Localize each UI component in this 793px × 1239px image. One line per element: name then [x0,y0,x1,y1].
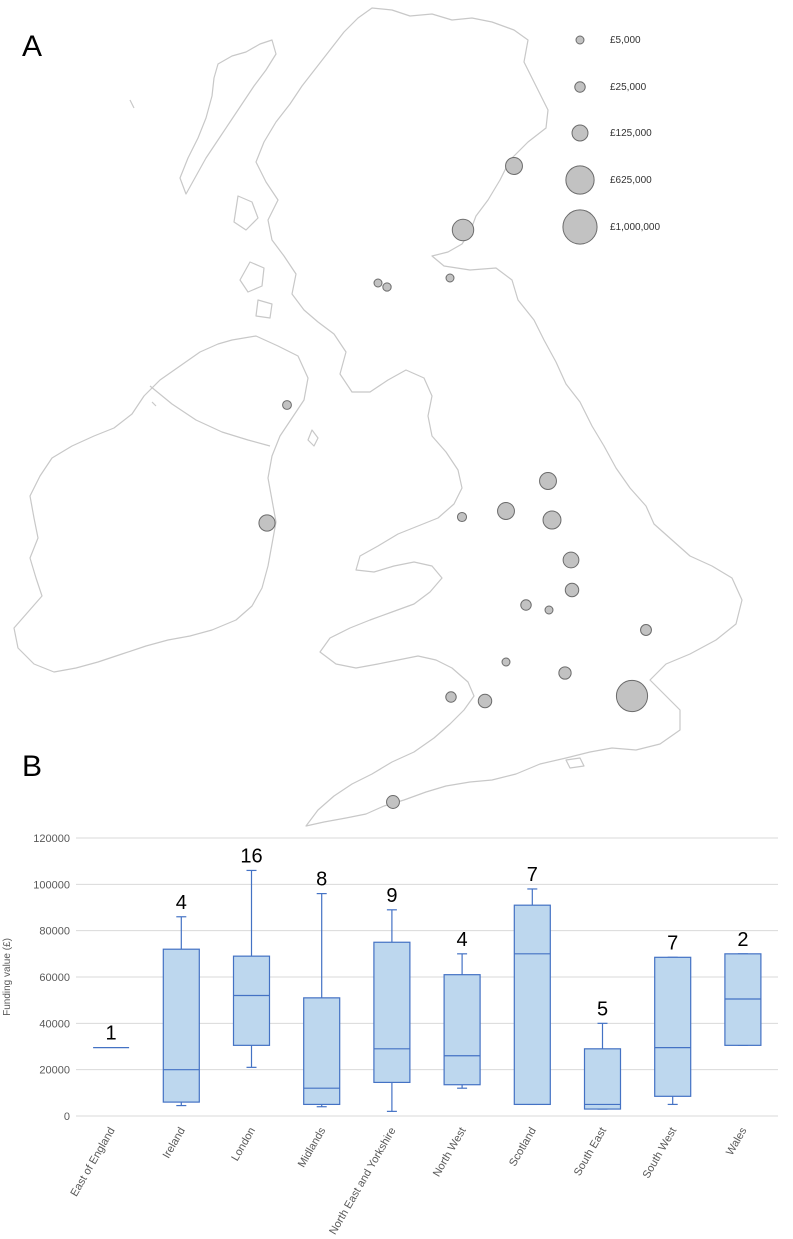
coastline-ireland [13,335,309,673]
funding-bubble [562,551,580,569]
iqr-box [232,955,271,1046]
count-label: 16 [240,845,262,867]
coastline-isle-of-wight [565,757,585,769]
box-wales: 2 [724,929,762,1046]
funding-bubble [451,218,475,242]
legend-label: £25,000 [610,82,647,93]
panel-b: B 0 20000 40000 60000 80000 100000 120000 Fund… [2,750,778,1237]
coastline-hebrides [179,39,277,195]
map-funding-bubbles [258,157,652,809]
count-label: 8 [316,869,327,891]
funding-bubble [501,657,511,667]
coastline-islands-west [129,99,273,407]
box-scotland: 7 [513,864,551,1106]
y-tick-label: 120000 [33,833,70,845]
funding-bubble [564,582,580,598]
iqr-box [162,948,200,1103]
box-midlands: 8 [303,869,341,1108]
legend-bubble [565,165,595,195]
box-north-west: 4 [443,929,481,1089]
x-tick-label: South West [641,1126,680,1181]
count-label: 9 [386,885,397,907]
funding-bubble [386,795,400,809]
box-north-east-and-yorkshire: 9 [373,885,411,1112]
count-label: 2 [737,929,748,951]
map-legend: £5,000 £25,000 £125,000 £625,000 £1,000,000 [562,35,660,245]
y-tick-label: 60000 [39,972,70,984]
y-tick-label: 80000 [39,926,70,938]
funding-bubble [477,693,493,709]
box-plot-y-ticks: 0 20000 40000 60000 80000 100000 120000 [33,833,70,1123]
box-london: 16 [232,845,271,1068]
coastline-great-britain [255,7,743,827]
funding-bubble [445,273,455,283]
iqr-box [513,904,551,1106]
count-label: 5 [597,998,608,1020]
x-tick-label: Wales [724,1125,750,1158]
funding-bubble [640,624,652,636]
map-coastlines [13,7,743,827]
count-label: 4 [457,929,468,951]
funding-bubble [382,282,392,292]
funding-bubble [542,510,562,530]
funding-bubble [558,666,572,680]
y-tick-label: 100000 [33,879,70,891]
legend-bubble [562,209,598,245]
iqr-box [373,941,411,1084]
x-tick-label: Midlands [296,1125,329,1170]
legend-label: £125,000 [610,128,652,139]
box-ireland: 4 [162,892,200,1107]
panel-a-label: A [22,30,42,63]
x-tick-label: London [229,1126,258,1164]
x-tick-label: Scotland [507,1126,539,1169]
iqr-box [583,1048,622,1110]
funding-bubble [373,278,383,288]
box-plot-y-axis-title: Funding value (£) [2,938,13,1016]
legend-label: £1,000,000 [610,222,660,233]
count-label: 7 [667,932,678,954]
coastline-northern-ireland [149,385,271,447]
iqr-box [443,974,481,1086]
legend-bubble [571,124,589,142]
funding-bubble [497,502,515,520]
box-plot-marks: 1 4 16 8 9 4 7 5 7 2 [93,845,762,1112]
x-tick-label: East of England [68,1126,117,1199]
legend-bubble [575,35,585,45]
y-tick-label: 40000 [39,1018,70,1030]
panel-a: A £5,000 £25,000 £125,000 £625,000 £1,000,00… [13,7,743,827]
x-tick-label: Ireland [161,1126,188,1161]
iqr-box [303,997,341,1106]
count-label: 7 [527,864,538,886]
funding-bubble [615,679,649,713]
x-tick-label: North East and Yorkshire [327,1126,398,1237]
funding-bubble [445,691,457,703]
iqr-box [654,956,692,1097]
funding-bubble [520,599,532,611]
y-tick-label: 20000 [39,1065,70,1077]
funding-bubble [258,514,276,532]
funding-bubble [456,511,468,523]
box-plot-x-ticks: East of England Ireland London MidlandsNort… [68,1125,749,1237]
x-tick-label: South East [572,1126,609,1179]
box-south-west: 7 [654,932,692,1106]
count-label: 1 [106,1023,117,1045]
funding-bubble [505,157,523,175]
y-tick-label: 0 [64,1111,70,1123]
legend-label: £625,000 [610,175,652,186]
panel-b-label: B [22,750,42,783]
funding-bubble [282,400,292,410]
box-south-east: 5 [583,998,622,1110]
legend-label: £5,000 [610,35,641,46]
x-tick-label: North West [431,1126,469,1179]
box-east-of-england: 1 [93,1023,130,1049]
funding-bubble [544,605,554,615]
legend-bubble [574,81,586,93]
coastline-isle-of-man [307,429,319,447]
funding-bubble [539,472,557,490]
count-label: 4 [176,892,187,914]
